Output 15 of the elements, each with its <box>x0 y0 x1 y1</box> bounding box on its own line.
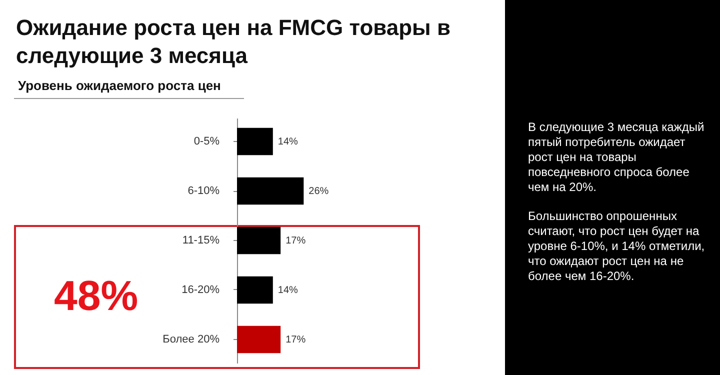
text: В следующие 3 месяца каждый пятый потребитель ожидает рост цен на товары повседневного спроса более чем на 20%. <box>528 120 706 195</box>
text: Большинство опрошенных считают, что рост цен будет на уровне 6-10%, и 14% отметили, что ожидают рост цен на не более чем 16-20%. <box>528 209 706 284</box>
text: 48% <box>54 272 138 320</box>
y-tick-label: 11-15% <box>182 234 220 246</box>
data-label: 26% <box>308 186 329 198</box>
y-tick-label: 16-20% <box>182 284 220 296</box>
y-tick-label: 6-10% <box>188 185 220 198</box>
data-label: 17% <box>286 334 306 346</box>
y-tick-label: 0-5% <box>194 136 220 148</box>
text: Уровень ожидаемого роста цен <box>18 78 221 93</box>
data-label: 17% <box>286 236 306 246</box>
chart-title: Ожидание роста цен на FMCG товары в следующие 3 месяца <box>16 14 452 70</box>
data-label: 14% <box>278 284 298 296</box>
data-label: 14% <box>278 136 298 148</box>
y-tick-label: Более 20% <box>162 333 220 346</box>
